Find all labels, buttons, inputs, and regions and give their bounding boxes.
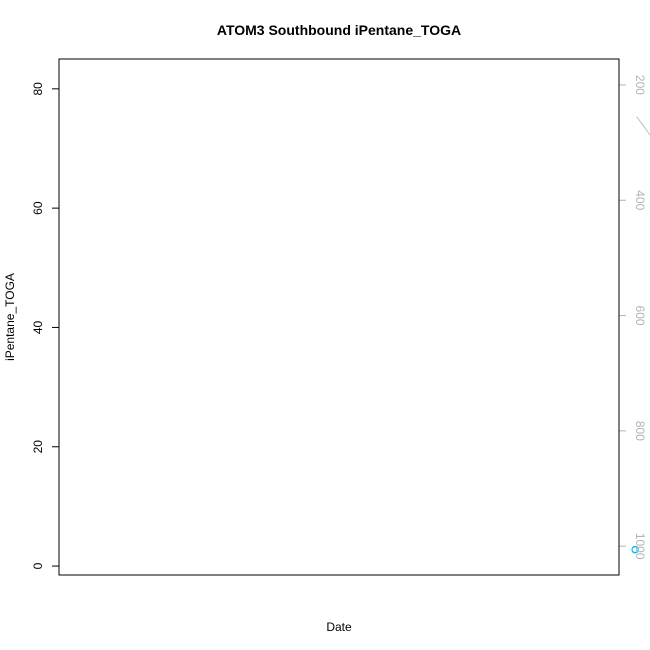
y2-tick-label: 1000 <box>633 533 647 560</box>
y-tick-label: 40 <box>31 320 45 334</box>
y2-tick-label: 200 <box>633 75 647 95</box>
y-tick-label: 80 <box>31 82 45 96</box>
chart-title: ATOM3 Southbound iPentane_TOGA <box>217 22 461 38</box>
y-tick-label: 0 <box>31 562 45 569</box>
y2-tick-label: 600 <box>633 306 647 326</box>
data-point <box>631 546 639 554</box>
plot-frame <box>58 58 620 576</box>
y2-tick-label: 800 <box>633 421 647 441</box>
y-axis-label: iPentane_TOGA <box>3 273 17 361</box>
axes-layer: Oct 01Oct 06Oct 110204060802004006008001… <box>31 75 647 569</box>
y2-tick-label: 400 <box>633 190 647 210</box>
x-axis-label: Date <box>326 620 352 634</box>
y-tick-label: 20 <box>31 440 45 454</box>
scatter-point-layer <box>631 545 639 554</box>
y-tick-label: 60 <box>31 201 45 215</box>
